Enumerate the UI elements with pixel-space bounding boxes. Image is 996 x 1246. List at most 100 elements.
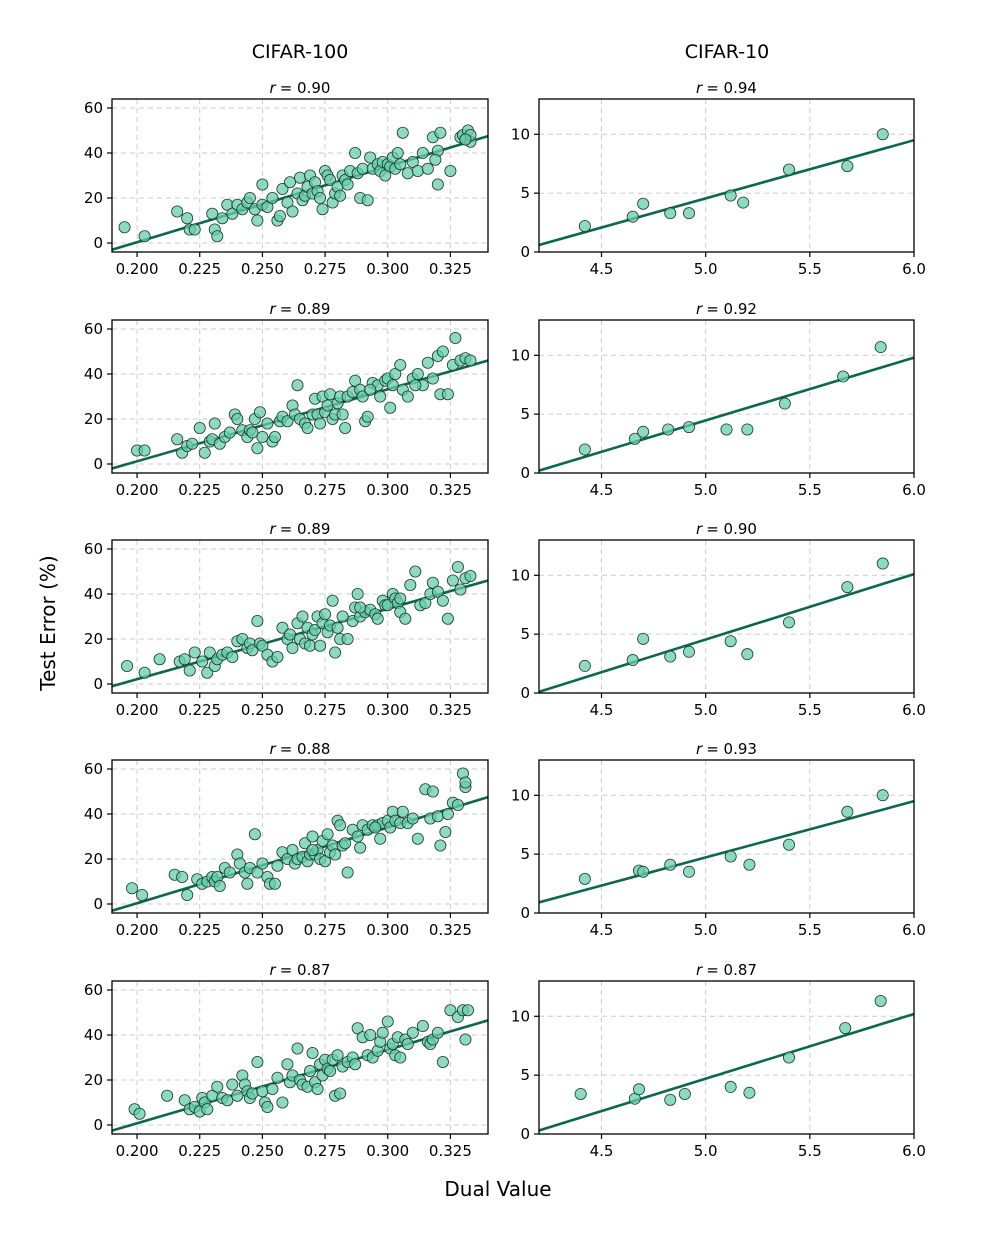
data-point xyxy=(683,421,696,434)
data-point xyxy=(434,126,447,139)
data-point xyxy=(841,160,854,173)
data-point xyxy=(226,651,239,664)
data-point xyxy=(743,858,756,871)
x-tick-label: 0.300 xyxy=(366,481,409,499)
r-value: = 0.89 xyxy=(280,300,331,318)
data-point xyxy=(379,169,392,182)
data-point xyxy=(361,194,374,207)
data-point xyxy=(286,844,299,857)
x-tick-label: 0.200 xyxy=(116,701,159,719)
data-point xyxy=(226,207,239,220)
r-value: = 0.90 xyxy=(280,79,331,97)
data-point xyxy=(183,664,196,677)
y-tick-label: 60 xyxy=(84,99,103,117)
x-tick-label: 5.5 xyxy=(798,1142,822,1160)
data-point xyxy=(354,841,367,854)
data-point xyxy=(416,146,429,159)
scatter-panel: 4.5 5.0 5.5 6.0 0 5 10 r = 0.87 xyxy=(511,961,926,1160)
data-point xyxy=(268,430,281,443)
data-point xyxy=(436,1056,449,1069)
y-tick-label: 0 xyxy=(520,684,530,702)
data-point xyxy=(266,1083,279,1096)
data-point xyxy=(741,648,754,661)
data-point xyxy=(401,390,414,403)
data-point xyxy=(426,576,439,589)
data-point xyxy=(459,776,472,789)
y-tick-label: 60 xyxy=(84,981,103,999)
data-point xyxy=(261,200,274,213)
data-point xyxy=(724,1080,737,1093)
data-point xyxy=(196,655,209,668)
data-point xyxy=(837,370,850,383)
data-point xyxy=(406,812,419,825)
data-point xyxy=(399,612,412,625)
x-tick-label: 0.300 xyxy=(366,921,409,939)
x-tick-label: 4.5 xyxy=(590,260,614,278)
data-point xyxy=(783,163,796,176)
x-tick-label: 0.250 xyxy=(241,481,284,499)
y-tick-label: 20 xyxy=(84,410,103,428)
data-point xyxy=(118,221,131,234)
data-point xyxy=(436,594,449,607)
r-value: = 0.88 xyxy=(280,740,331,758)
data-point xyxy=(306,844,319,857)
x-tick-label: 0.325 xyxy=(429,701,472,719)
y-tick-label: 0 xyxy=(520,1125,530,1143)
data-point xyxy=(633,1083,646,1096)
axes-frame xyxy=(111,98,489,253)
x-tick-label: 0.325 xyxy=(429,481,472,499)
data-point xyxy=(683,207,696,220)
data-point xyxy=(339,837,352,850)
data-point xyxy=(206,207,219,220)
data-point xyxy=(724,189,737,202)
x-tick-label: 0.300 xyxy=(366,1142,409,1160)
x-tick-label: 0.200 xyxy=(116,481,159,499)
data-point xyxy=(324,388,337,401)
data-point xyxy=(136,889,149,902)
data-point xyxy=(839,1022,852,1035)
data-point xyxy=(208,417,221,430)
data-point xyxy=(241,877,254,890)
data-point xyxy=(193,421,206,434)
panel-title: r = 0.93 xyxy=(696,740,757,758)
data-point xyxy=(461,1004,474,1017)
data-point xyxy=(309,624,322,637)
data-point xyxy=(628,432,641,445)
y-tick-label: 0 xyxy=(93,234,103,252)
data-point xyxy=(251,214,264,227)
data-point xyxy=(349,146,362,159)
x-tick-label: 0.225 xyxy=(178,921,221,939)
data-point xyxy=(376,1026,389,1039)
data-point xyxy=(426,785,439,798)
data-point xyxy=(321,828,334,841)
data-point xyxy=(281,196,294,209)
data-point xyxy=(324,173,337,186)
data-point xyxy=(446,574,459,587)
data-point xyxy=(324,1065,337,1078)
data-point xyxy=(223,866,236,879)
axes-frame xyxy=(111,539,489,694)
y-tick-label: 10 xyxy=(511,346,530,364)
scatter-panel: 4.5 5.0 5.5 6.0 0 5 10 r = 0.94 xyxy=(511,79,926,278)
panel-title: r = 0.89 xyxy=(270,520,331,538)
x-tick-label: 6.0 xyxy=(902,481,926,499)
x-tick-label: 5.0 xyxy=(694,260,718,278)
x-tick-label: 0.325 xyxy=(429,1142,472,1160)
data-point xyxy=(386,379,399,392)
r-symbol: r xyxy=(696,520,703,538)
data-point xyxy=(683,645,696,658)
data-point xyxy=(724,635,737,648)
data-point xyxy=(233,857,246,870)
data-point xyxy=(251,866,264,879)
data-point xyxy=(314,417,327,430)
data-point xyxy=(246,426,259,439)
data-point xyxy=(336,408,349,421)
data-point xyxy=(429,153,442,166)
scatter-panel: 0.200 0.225 0.250 0.275 0.300 0.325 0 20 40 60 r = … xyxy=(84,300,489,499)
data-point xyxy=(188,223,201,236)
data-point xyxy=(678,1087,691,1100)
panel-title: r = 0.92 xyxy=(696,300,757,318)
data-point xyxy=(121,660,134,673)
r-symbol: r xyxy=(270,79,277,97)
